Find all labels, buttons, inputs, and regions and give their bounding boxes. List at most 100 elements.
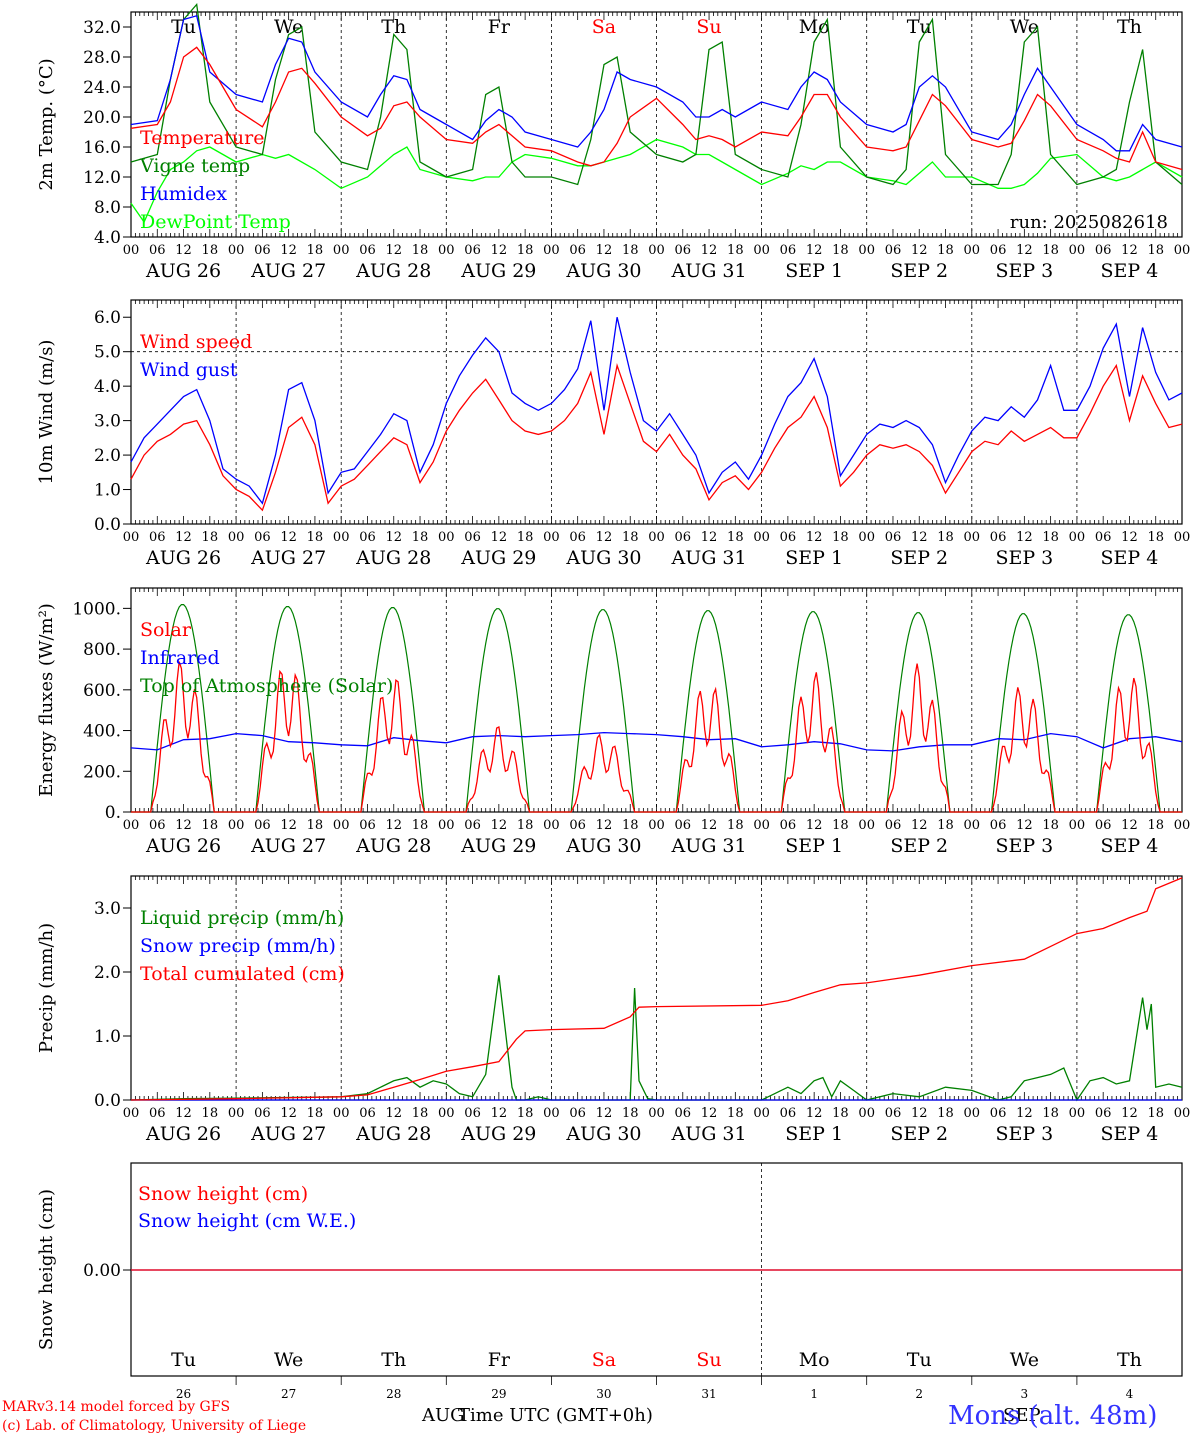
- hour-tick-label: 12: [491, 818, 508, 833]
- hour-tick-label: 00: [333, 818, 350, 833]
- hour-tick-label: 06: [464, 1106, 481, 1121]
- y-tick-label: 0.0: [94, 1091, 121, 1111]
- date-label: SEP 2: [890, 547, 948, 569]
- hour-tick-label: 12: [175, 243, 192, 258]
- hour-tick-label: 18: [622, 530, 639, 545]
- legend-entry: Temperature: [140, 127, 264, 149]
- hour-tick-label: 06: [569, 1106, 586, 1121]
- hour-tick-label: 06: [569, 530, 586, 545]
- hour-tick-label: 00: [543, 818, 560, 833]
- y-tick-label: 800.: [83, 640, 121, 660]
- hour-tick-label: 12: [701, 530, 718, 545]
- panel-frame: [130, 587, 1183, 813]
- date-label: AUG 28: [355, 260, 431, 282]
- hour-tick-label: 06: [149, 530, 166, 545]
- hour-tick-label: 12: [175, 818, 192, 833]
- total-cumulated-line: [130, 877, 1183, 1101]
- hour-tick-label: 00: [964, 1106, 981, 1121]
- hour-tick-label: 06: [569, 243, 586, 258]
- hour-tick-label: 12: [1016, 243, 1033, 258]
- hour-tick-label: 12: [280, 530, 297, 545]
- hour-tick-label: 00: [753, 818, 770, 833]
- hour-tick-label: 18: [937, 818, 954, 833]
- hour-tick-label: 00: [228, 818, 245, 833]
- date-label: AUG 30: [565, 835, 641, 857]
- hour-tick-label: 00: [1174, 818, 1191, 833]
- vigne-temp-line: [130, 2, 1183, 186]
- hour-tick-label: 18: [1042, 530, 1059, 545]
- date-label: AUG 31: [670, 1123, 746, 1145]
- hour-tick-label: 18: [622, 243, 639, 258]
- hour-tick-label: 00: [123, 243, 140, 258]
- date-label: AUG 29: [460, 547, 536, 569]
- hour-tick-label: 06: [359, 530, 376, 545]
- hour-tick-label: 18: [1042, 1106, 1059, 1121]
- hour-tick-label: 00: [228, 530, 245, 545]
- date-label: AUG 29: [460, 835, 536, 857]
- date-label: AUG 28: [355, 1123, 431, 1145]
- xaxis-title: Time UTC (GMT+0h): [458, 1405, 653, 1426]
- hour-tick-label: 06: [464, 530, 481, 545]
- weekday-label: Th: [1117, 16, 1142, 38]
- date-label: AUG 26: [145, 1123, 221, 1145]
- hour-tick-label: 12: [596, 243, 613, 258]
- y-tick-label: 6.0: [94, 308, 121, 328]
- hour-tick-label: 18: [1042, 243, 1059, 258]
- weekday-label: Su: [696, 16, 721, 38]
- hour-tick-label: 00: [648, 243, 665, 258]
- hour-tick-label: 18: [832, 243, 849, 258]
- hour-tick-label: 12: [1121, 818, 1138, 833]
- date-label: AUG 28: [355, 547, 431, 569]
- date-label: AUG 27: [250, 835, 326, 857]
- hour-tick-label: 06: [1095, 818, 1112, 833]
- y-tick-label: 5.0: [94, 343, 121, 363]
- weekday-label: Tu: [171, 1349, 196, 1371]
- date-label: SEP 4: [1101, 835, 1159, 857]
- hour-tick-label: 12: [596, 530, 613, 545]
- y-axis-title: Snow height (cm): [36, 1189, 57, 1350]
- date-label: AUG 29: [460, 1123, 536, 1145]
- day-number-label: 31: [701, 1387, 716, 1401]
- hour-tick-label: 12: [175, 530, 192, 545]
- hour-tick-label: 06: [990, 530, 1007, 545]
- hour-tick-label: 00: [858, 243, 875, 258]
- hour-tick-label: 00: [543, 1106, 560, 1121]
- hour-tick-label: 18: [832, 530, 849, 545]
- legend-entry: Humidex: [140, 183, 227, 205]
- hour-tick-label: 12: [280, 1106, 297, 1121]
- y-axis-title: Energy fluxes (W/m²): [36, 603, 57, 797]
- dewpoint-line: [130, 138, 1183, 224]
- hour-tick-label: 18: [307, 818, 324, 833]
- day-number-label: 30: [596, 1387, 611, 1401]
- date-label: SEP 3: [995, 260, 1053, 282]
- y-tick-label: 1.0: [94, 1027, 121, 1047]
- legend-entry: DewPoint Temp: [140, 211, 291, 233]
- hour-tick-label: 18: [412, 1106, 429, 1121]
- hour-tick-label: 12: [1016, 1106, 1033, 1121]
- hour-tick-label: 06: [1095, 1106, 1112, 1121]
- y-tick-label: 0.: [105, 803, 121, 823]
- hour-tick-label: 12: [385, 818, 402, 833]
- hour-tick-label: 00: [1174, 530, 1191, 545]
- hour-tick-label: 00: [438, 1106, 455, 1121]
- weekday-label: Sa: [592, 16, 616, 38]
- date-label: SEP 1: [785, 547, 843, 569]
- hour-tick-label: 18: [832, 1106, 849, 1121]
- hour-tick-label: 12: [1016, 530, 1033, 545]
- hour-tick-label: 12: [911, 243, 928, 258]
- hour-tick-label: 00: [753, 1106, 770, 1121]
- solar-line: [131, 661, 1182, 813]
- y-tick-label: 12.0: [83, 168, 121, 188]
- hour-tick-label: 18: [937, 1106, 954, 1121]
- hour-tick-label: 00: [1069, 243, 1086, 258]
- footer-credit: MARv3.14 model forced by GFS (c) Lab. of…: [2, 1398, 306, 1436]
- hour-tick-label: 18: [412, 243, 429, 258]
- hour-tick-label: 00: [648, 1106, 665, 1121]
- hour-tick-label: 00: [753, 530, 770, 545]
- legend-entry: Snow height (cm W.E.): [138, 1210, 356, 1232]
- hour-tick-label: 18: [727, 530, 744, 545]
- hour-tick-label: 18: [1147, 1106, 1164, 1121]
- legend-entry: Total cumulated (cm): [140, 963, 345, 985]
- hour-tick-label: 00: [648, 530, 665, 545]
